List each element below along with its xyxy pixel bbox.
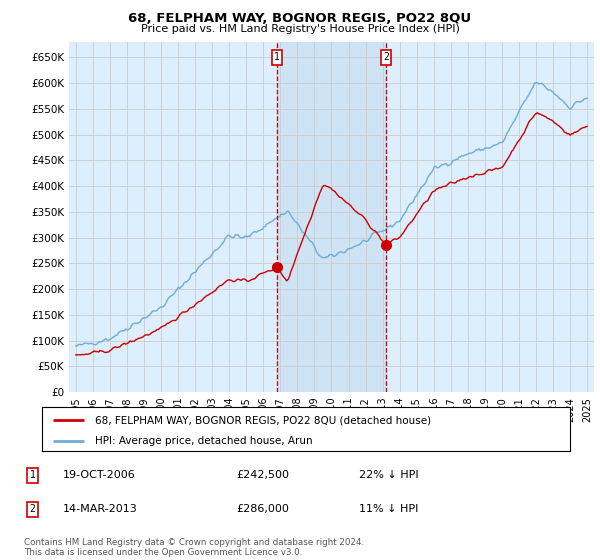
Text: Contains HM Land Registry data © Crown copyright and database right 2024.
This d: Contains HM Land Registry data © Crown c… <box>24 538 364 557</box>
Text: £286,000: £286,000 <box>236 505 289 514</box>
Text: Price paid vs. HM Land Registry's House Price Index (HPI): Price paid vs. HM Land Registry's House … <box>140 24 460 34</box>
Text: £242,500: £242,500 <box>236 470 289 480</box>
Text: 11% ↓ HPI: 11% ↓ HPI <box>359 505 418 514</box>
Text: 19-OCT-2006: 19-OCT-2006 <box>63 470 136 480</box>
Bar <box>277 42 386 392</box>
Text: 2: 2 <box>29 505 35 514</box>
Text: 22% ↓ HPI: 22% ↓ HPI <box>359 470 418 480</box>
Text: 2: 2 <box>383 53 389 63</box>
Text: 68, FELPHAM WAY, BOGNOR REGIS, PO22 8QU: 68, FELPHAM WAY, BOGNOR REGIS, PO22 8QU <box>128 12 472 25</box>
Text: 14-MAR-2013: 14-MAR-2013 <box>63 505 138 514</box>
Text: 68, FELPHAM WAY, BOGNOR REGIS, PO22 8QU (detached house): 68, FELPHAM WAY, BOGNOR REGIS, PO22 8QU … <box>95 415 431 425</box>
Text: HPI: Average price, detached house, Arun: HPI: Average price, detached house, Arun <box>95 436 313 446</box>
Text: 1: 1 <box>29 470 35 480</box>
Text: 1: 1 <box>274 53 280 63</box>
